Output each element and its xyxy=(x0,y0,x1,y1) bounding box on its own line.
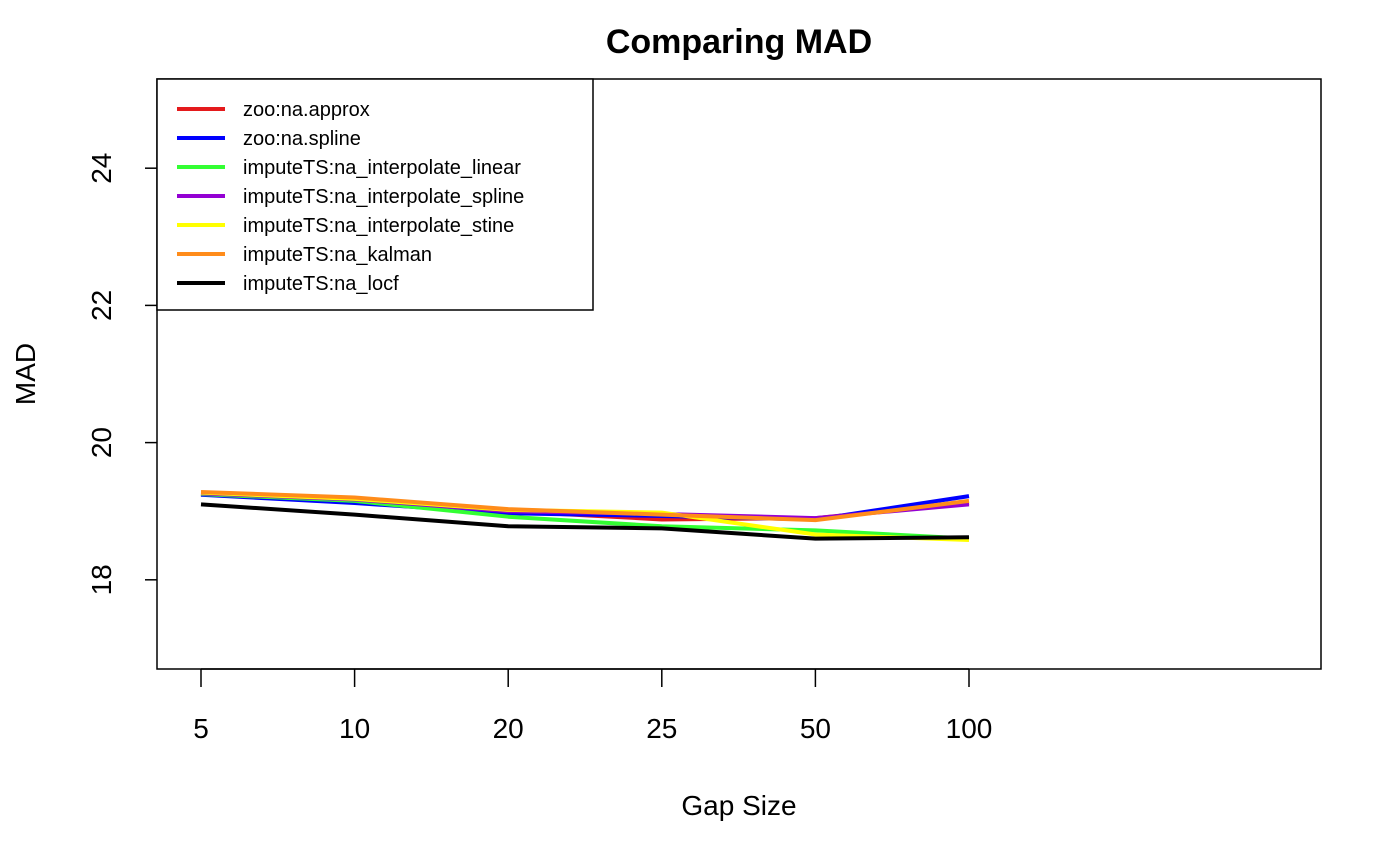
series-lines xyxy=(200,490,970,543)
legend-label: imputeTS:na_interpolate_stine xyxy=(243,215,514,237)
y-tick-label: 18 xyxy=(86,564,117,595)
chart-title: Comparing MAD xyxy=(606,23,872,61)
y-tick-label: 20 xyxy=(86,427,117,458)
x-tick-label: 20 xyxy=(493,713,524,744)
y-axis: 18 20 22 24 xyxy=(86,153,157,595)
x-tick-label: 10 xyxy=(339,713,370,744)
legend: zoo:na.approx zoo:na.spline imputeTS:na_in… xyxy=(156,78,594,311)
legend-label: imputeTS:na_kalman xyxy=(243,244,432,266)
legend-box xyxy=(156,78,594,311)
x-tick-label: 5 xyxy=(193,713,209,744)
legend-label: imputeTS:na_interpolate_spline xyxy=(243,186,524,208)
x-axis: 5 10 20 25 50 100 xyxy=(193,668,993,744)
series-line-5 xyxy=(200,490,970,523)
legend-label: imputeTS:na_locf xyxy=(243,273,399,295)
y-tick-label: 24 xyxy=(86,153,117,184)
legend-label: zoo:na.approx xyxy=(243,99,370,121)
legend-label: zoo:na.spline xyxy=(243,128,361,150)
x-tick-label: 100 xyxy=(946,713,993,744)
legend-label: imputeTS:na_interpolate_linear xyxy=(243,157,521,179)
series-line-6 xyxy=(200,502,970,541)
x-tick-label: 50 xyxy=(800,713,831,744)
x-tick-label: 25 xyxy=(646,713,677,744)
x-axis-label: Gap Size xyxy=(681,790,796,821)
y-axis-label: MAD xyxy=(10,343,41,405)
y-tick-label: 22 xyxy=(86,290,117,321)
